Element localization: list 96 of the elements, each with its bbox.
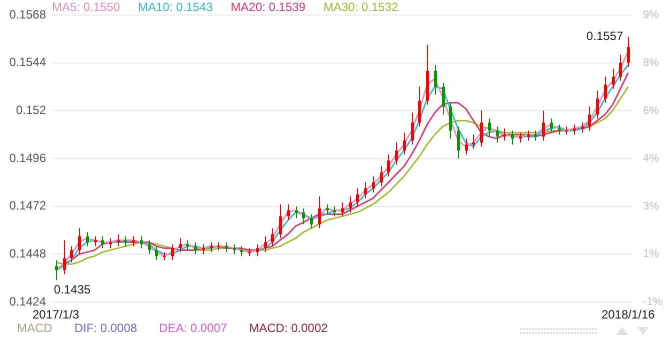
candlestick [225, 242, 228, 253]
candlestick [210, 242, 213, 253]
candlestick [573, 124, 576, 136]
candlestick [519, 132, 522, 144]
y2-tick-label: 6% [643, 104, 660, 117]
y2-tick-label: 4% [643, 152, 660, 165]
candlestick [558, 124, 561, 136]
candlestick [202, 244, 205, 255]
candlestick [612, 68, 615, 90]
text: MA20: 0.1539 [230, 0, 306, 15]
text: MACD: 0.0002 [249, 321, 328, 335]
candlestick [310, 214, 313, 229]
candlestick [117, 234, 120, 247]
candlestick [457, 126, 460, 159]
candlestick [442, 82, 445, 116]
candlestick [186, 240, 189, 251]
y-tick-label: 0.1568 [9, 7, 46, 22]
candlestick [295, 206, 298, 219]
candlestick [101, 236, 104, 249]
candlestick [287, 204, 290, 221]
text: MA30: 0.1532 [323, 0, 398, 15]
candlestick [511, 130, 514, 146]
candlestick [356, 188, 359, 207]
candlestick [109, 238, 112, 249]
candlestick [588, 106, 591, 132]
y2-tick-label: 1% [643, 248, 660, 260]
candlestick [78, 228, 81, 255]
candlestick [418, 86, 421, 128]
candlestick [434, 64, 437, 96]
candlestick [488, 118, 491, 138]
candlestick [403, 132, 406, 156]
y2-tick-label: 9% [643, 9, 660, 22]
candlestick [364, 182, 367, 199]
candlestick [496, 126, 499, 144]
candlestick [449, 102, 452, 140]
candlestick [240, 246, 243, 257]
candlestick [581, 122, 584, 134]
y-tick-label: 0.1496 [9, 150, 46, 165]
candlestick [349, 196, 352, 213]
x-tick-label: 2017/1/3 [32, 308, 80, 322]
candlestick [480, 110, 483, 148]
y-tick-label: 0.1472 [9, 198, 46, 213]
y2-tick-label: -1% [643, 296, 663, 308]
candlestick [341, 202, 344, 217]
candlestick [604, 76, 607, 104]
y2-tick-label: 3% [643, 200, 660, 212]
candlestick [148, 240, 151, 255]
candlestick [318, 196, 321, 229]
candlestick [155, 246, 158, 261]
y-tick-label: 0.1448 [9, 246, 46, 260]
text: DIF: 0.0008 [74, 321, 138, 335]
candlestick [380, 166, 383, 187]
candlestick [264, 236, 267, 253]
text: MACD [17, 321, 52, 335]
candlestick [472, 134, 475, 150]
candlestick [70, 246, 73, 263]
x-tick-label: 2018/1/16 [601, 308, 656, 322]
y-tick-label: 0.152 [16, 102, 46, 117]
candlestick [627, 36, 630, 68]
candlestick [372, 176, 375, 193]
text: DEA: 0.0007 [159, 321, 228, 335]
candlestick [256, 244, 259, 257]
candlestick [395, 142, 398, 165]
candlestick [171, 244, 174, 261]
candlestick [333, 206, 336, 217]
candlestick [124, 236, 127, 247]
candlestick [527, 130, 530, 142]
text: MA5: 0.1550 [52, 0, 120, 15]
candlestick [503, 128, 506, 142]
candlestick [279, 204, 282, 239]
annotation: 0.1557 [586, 29, 624, 44]
candlestick [387, 154, 390, 177]
candlestick [140, 236, 143, 249]
candlestick [534, 130, 537, 142]
candlestick [596, 90, 599, 120]
candlestick [542, 110, 545, 142]
candlestick [63, 240, 66, 275]
candlestick [271, 228, 274, 247]
y2-tick-label: 8% [643, 56, 660, 69]
annotation: 0.1435 [54, 282, 91, 296]
candlestick [302, 208, 305, 225]
y-tick-label: 0.1544 [9, 55, 46, 70]
y-tick-label: 0.1424 [9, 294, 46, 308]
text: MA10: 0.1543 [138, 0, 213, 15]
candlestick [465, 138, 468, 156]
candlestick [132, 236, 135, 247]
candlestick [179, 238, 182, 253]
candlestick [86, 232, 89, 247]
candlestick [411, 112, 414, 146]
candlestick [194, 242, 197, 255]
candlestick [619, 54, 622, 82]
candlestick [550, 118, 553, 134]
candlestick [94, 236, 97, 247]
candlestick [326, 204, 329, 215]
candlestick [233, 244, 236, 255]
candlestick [55, 260, 58, 281]
